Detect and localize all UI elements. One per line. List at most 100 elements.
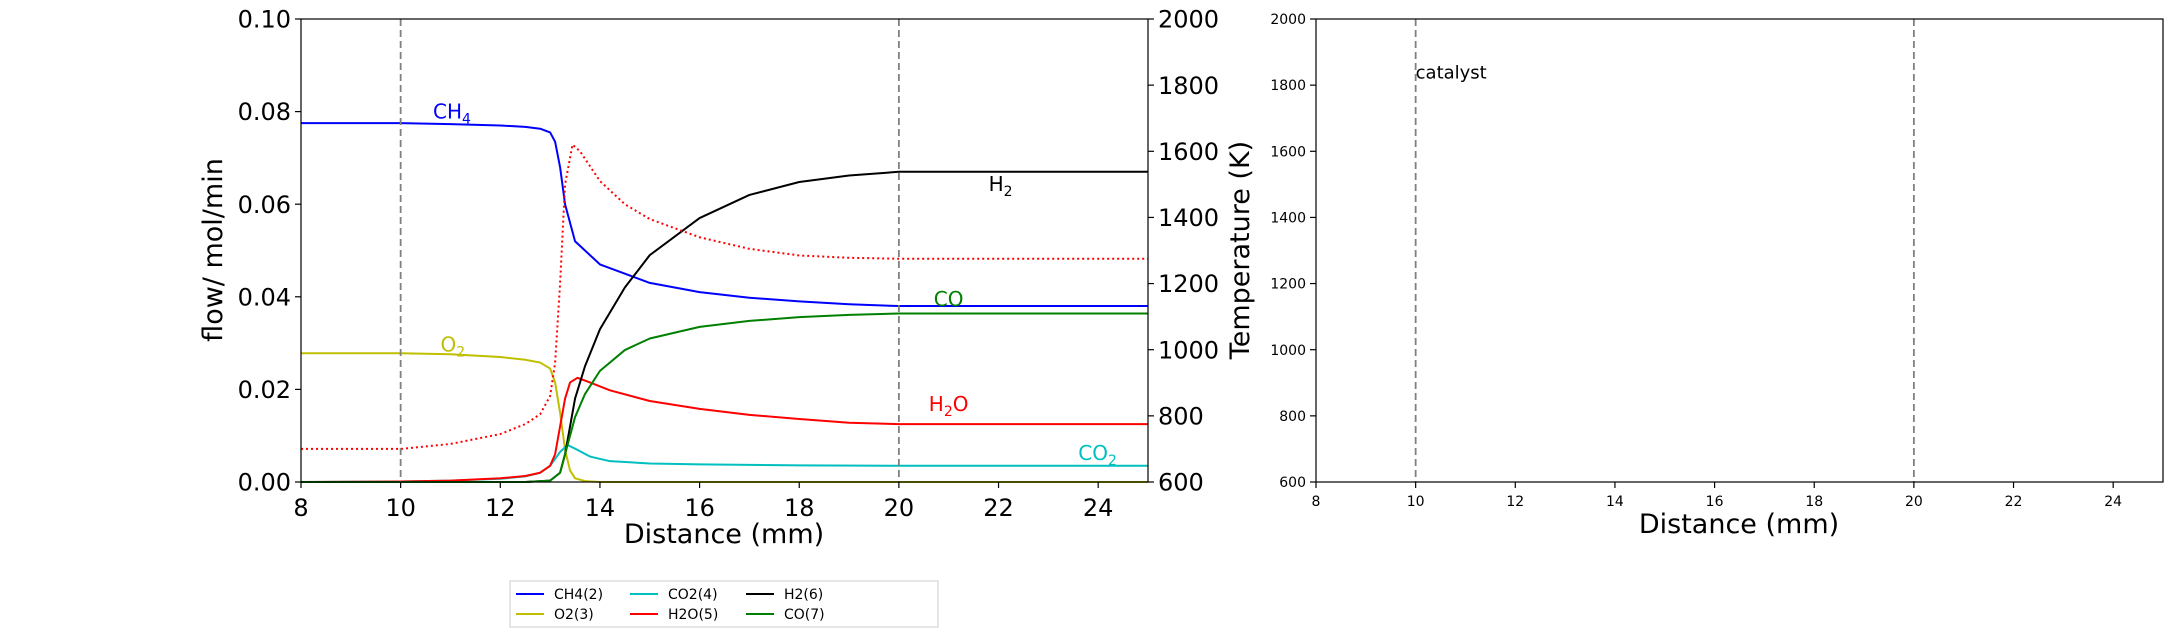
annotation-4: H2O	[929, 392, 969, 420]
legend-item: CO2(4)	[630, 587, 718, 603]
annotation-text: CO	[934, 287, 964, 311]
left-xtick-label: 18	[784, 494, 815, 522]
right-y-tick-label: 600	[1279, 475, 1306, 491]
left-y2-tick-label: 2000	[1158, 6, 1219, 34]
left-y-tick-label: 0.06	[238, 191, 291, 219]
legend-item: O2(3)	[516, 607, 594, 623]
legend-item: CO(7)	[746, 607, 825, 623]
right-xtick-label: 10	[1407, 494, 1425, 510]
left-y-tick-label: 0.08	[238, 98, 291, 126]
left-y2-tick-label: 1000	[1158, 336, 1219, 364]
legend-label: H2O(5)	[668, 607, 718, 623]
legend-item: H2O(5)	[630, 607, 718, 623]
left-y2-axis-label: Temperature (K)	[1225, 141, 1256, 360]
left-y-axis-label: flow/ mol/min	[198, 158, 229, 342]
right-x-axis-label: Distance (mm)	[1639, 509, 1839, 540]
annotation-0: CH4	[433, 100, 471, 128]
legend-label: O2(3)	[554, 607, 594, 623]
series-line-h2o-5-	[300, 376, 1148, 483]
right-x-ticks: 8 10 12 14 16 18 20 22 24	[1312, 482, 2122, 510]
left-y-tick-label: 0.02	[238, 376, 291, 404]
left-y-ticks: 0.00 0.02 0.04 0.06 0.08 0.10	[238, 6, 301, 497]
left-y-tick-label: 0.10	[238, 6, 291, 34]
right-y-tick-label: 1400	[1270, 210, 1306, 226]
right-y-tick-label: 2000	[1270, 12, 1306, 28]
right-y-tick-label: 1000	[1270, 343, 1306, 359]
annotation-subscript: 2	[1004, 184, 1013, 200]
left-y-tick-label: 0.04	[238, 283, 291, 311]
series-line-co2-4-	[300, 443, 1148, 483]
right-y-tick-label: 800	[1279, 409, 1306, 425]
legend-item: CH4(2)	[516, 587, 603, 603]
left-xtick-label: 10	[385, 494, 416, 522]
left-x-axis-label: Distance (mm)	[624, 519, 824, 550]
annotation-text: CO	[1078, 441, 1108, 465]
series-line-o2-3-	[301, 352, 1148, 483]
right-xtick-label: 12	[1506, 494, 1524, 510]
annotation-subscript: 2	[456, 344, 465, 360]
legend-label: CO2(4)	[668, 587, 718, 603]
annotation-subscript: 4	[462, 112, 471, 128]
legend-item: H2(6)	[746, 587, 823, 603]
legend-label: H2(6)	[784, 587, 823, 603]
left-xtick-label: 8	[293, 494, 308, 522]
catalyst-label: catalyst	[1416, 63, 1487, 84]
right-y-tick-label: 1200	[1270, 277, 1306, 293]
legend-label: CO(7)	[784, 607, 825, 623]
annotation-subscript: 2	[944, 404, 953, 420]
right-annotations: catalyst	[1416, 63, 1487, 84]
left-plot-lines	[300, 122, 1148, 483]
left-y2-tick-label: 1800	[1158, 72, 1219, 100]
left-xtick-label: 16	[684, 494, 715, 522]
right-xtick-label: 24	[2104, 494, 2122, 510]
right-xtick-label: 18	[1805, 494, 1823, 510]
left-y2-tick-label: 1400	[1158, 204, 1219, 232]
annotation-2: H2	[989, 172, 1013, 200]
legend-label: CH4(2)	[554, 587, 603, 603]
left-xtick-label: 12	[485, 494, 516, 522]
series-line-temperature	[301, 143, 1148, 450]
left-y2-tick-label: 800	[1158, 402, 1204, 430]
left-xtick-label: 22	[983, 494, 1014, 522]
legend-entries: CH4(2) O2(3) CO2(4) H2O(5) H2(6) CO(7)	[516, 587, 825, 623]
left-xtick-label: 24	[1083, 494, 1114, 522]
annotation-3: CO	[934, 287, 964, 311]
legend: CH4(2) O2(3) CO2(4) H2O(5) H2(6) CO(7)	[509, 580, 939, 628]
right-xtick-label: 14	[1606, 494, 1624, 510]
annotation-1: O2	[441, 332, 466, 360]
left-y2-ticks: 600 800 1000 1200 1400 1600 1800 2000	[1148, 6, 1219, 497]
right-y-ticks: 600 800 1000 1200 1400 1600 1800 2000	[1270, 12, 1316, 491]
left-x-ticks: 8 10 12 14 16 18 20 22 24	[293, 482, 1113, 522]
left-y2-tick-label: 600	[1158, 469, 1204, 497]
annotation-subscript: 2	[1108, 453, 1117, 469]
right-panel: catalyst 8 10 12 14 16 18 20 22 24 600 800 1000 120…	[1270, 12, 2164, 540]
annotation-5: CO2	[1078, 441, 1117, 469]
left-vlines	[399, 19, 900, 482]
annotation-text: CH	[433, 100, 462, 124]
left-xtick-label: 14	[585, 494, 616, 522]
left-plot-frame	[300, 18, 1149, 483]
right-vlines	[1414, 19, 1915, 482]
annotation-text: H	[929, 392, 944, 416]
left-y2-tick-label: 1600	[1158, 138, 1219, 166]
series-line-co-7-	[301, 312, 1148, 483]
annotation-tail: O	[953, 392, 969, 416]
right-xtick-label: 16	[1706, 494, 1724, 510]
left-xtick-label: 20	[884, 494, 915, 522]
right-xtick-label: 20	[1905, 494, 1923, 510]
right-xtick-label: 22	[2005, 494, 2023, 510]
left-y-tick-label: 0.00	[238, 469, 291, 497]
right-y-tick-label: 1600	[1270, 144, 1306, 160]
legend-box	[509, 580, 939, 628]
annotation-text: H	[989, 172, 1004, 196]
right-y-tick-label: 1800	[1270, 78, 1306, 94]
annotation-text: O	[441, 332, 457, 356]
right-xtick-label: 8	[1312, 494, 1321, 510]
series-line-h2-6-	[301, 170, 1148, 483]
right-plot-frame	[1315, 18, 2164, 483]
series-line-ch4-2-	[301, 122, 1148, 308]
left-y2-tick-label: 1200	[1158, 270, 1219, 298]
